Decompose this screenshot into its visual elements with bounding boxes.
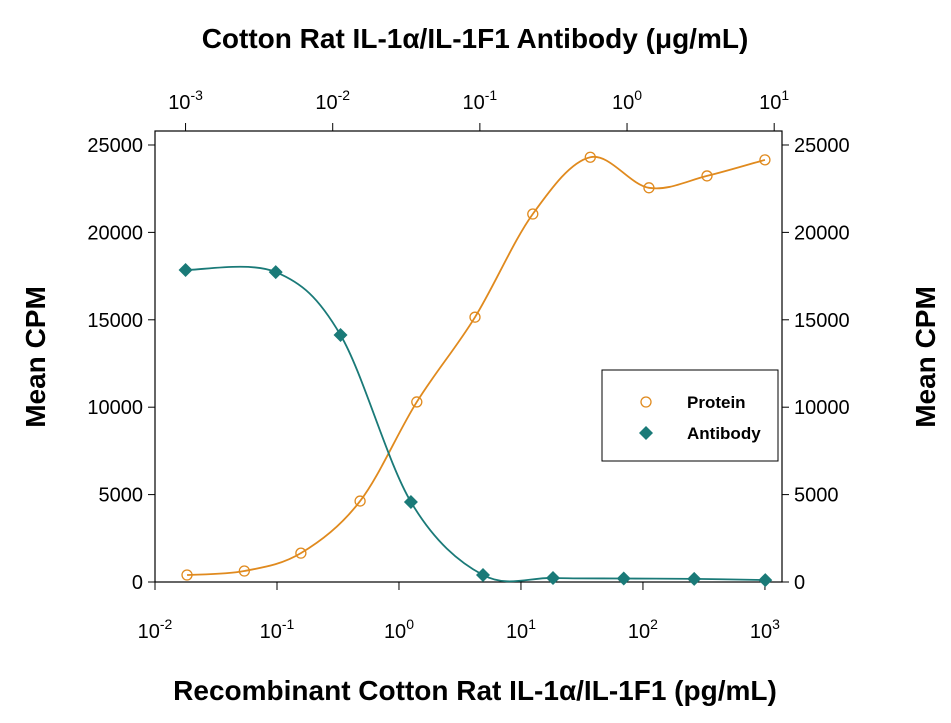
fit-curve [185,265,766,583]
x2-tick-label-exp: -1 [485,87,498,103]
y-tick-label: 5000 [99,485,144,507]
x2-tick-label: 101 [759,87,789,114]
fit-curve [186,156,766,576]
legend-label: Antibody [687,424,761,443]
x2-tick-label-exp: -2 [338,87,351,103]
x-tick-label-exp: -1 [282,616,295,632]
x-axis-label: Recombinant Cotton Rat IL-1α/IL-1F1 (pg/… [173,675,777,706]
x-tick-label-base: 10 [750,621,772,643]
data-point [475,568,490,583]
data-point [411,396,423,408]
y-tick-label: 20000 [87,222,143,244]
data-point [178,262,193,277]
x-tick-label: 102 [628,616,658,643]
x2-tick-label-base: 10 [612,92,634,114]
x-tick-label-base: 10 [628,621,650,643]
x-tick-label-exp: -2 [160,616,173,632]
x2-tick-label-exp: -3 [190,87,203,103]
data-point [701,170,713,182]
x2-tick-label-base: 10 [168,92,190,114]
x2-tick-label-exp: 0 [634,87,642,103]
data-point [268,265,283,280]
y-tick-label: 25000 [87,135,143,157]
legend-box [601,369,779,462]
data-point [333,327,348,342]
y2-tick-label: 5000 [794,485,839,507]
data-point [758,573,773,588]
chart-title: Cotton Rat IL-1α/IL-1F1 Antibody (μg/mL) [202,23,749,54]
data-point [469,311,481,323]
data-point [759,154,771,166]
y2-tick-label: 25000 [794,135,850,157]
x2-tick-label: 10-3 [168,87,203,114]
legend-marker [639,426,653,440]
y2-tick-label: 20000 [794,222,850,244]
x-tick-label: 10-1 [260,616,295,643]
y2-tick-label: 0 [794,572,805,594]
data-point [545,570,560,585]
x-tick-label: 103 [750,616,780,643]
x-tick-label: 101 [506,616,536,643]
x2-tick-label: 10-2 [315,87,350,114]
data-point [403,494,418,509]
y2-axis-label: Mean CPM [910,286,941,428]
legend-marker [640,396,652,408]
x-tick-label: 10-2 [138,616,173,643]
y-tick-label: 15000 [87,310,143,332]
x-tick-label-exp: 1 [528,616,536,632]
data-point [527,208,539,220]
y-axis-label: Mean CPM [20,286,51,428]
data-point [687,571,702,586]
y2-tick-label: 10000 [794,397,850,419]
x2-tick-label-base: 10 [463,92,485,114]
x-tick-label-base: 10 [260,621,282,643]
x-tick-label-base: 10 [138,621,160,643]
data-point [238,565,250,577]
data-point [354,495,366,507]
y-tick-label: 0 [132,572,143,594]
x2-tick-label: 10-1 [463,87,498,114]
x2-tick-label-exp: 1 [781,87,789,103]
x2-tick-label-base: 10 [315,92,337,114]
legend-label: Protein [687,393,746,412]
x-tick-label-exp: 2 [650,616,658,632]
x2-tick-label: 100 [612,87,642,114]
data-point [295,547,307,559]
x-tick-label: 100 [384,616,414,643]
x-tick-label-exp: 0 [406,616,414,632]
data-point [181,569,193,581]
x-tick-label-base: 10 [506,621,528,643]
x-tick-label-base: 10 [384,621,406,643]
y2-tick-label: 15000 [794,310,850,332]
data-point [643,182,655,194]
x-tick-label-exp: 3 [772,616,780,632]
y-tick-label: 10000 [87,397,143,419]
x2-tick-label-base: 10 [759,92,781,114]
data-point [616,571,631,586]
plot-frame [154,130,783,583]
data-point [584,151,596,163]
